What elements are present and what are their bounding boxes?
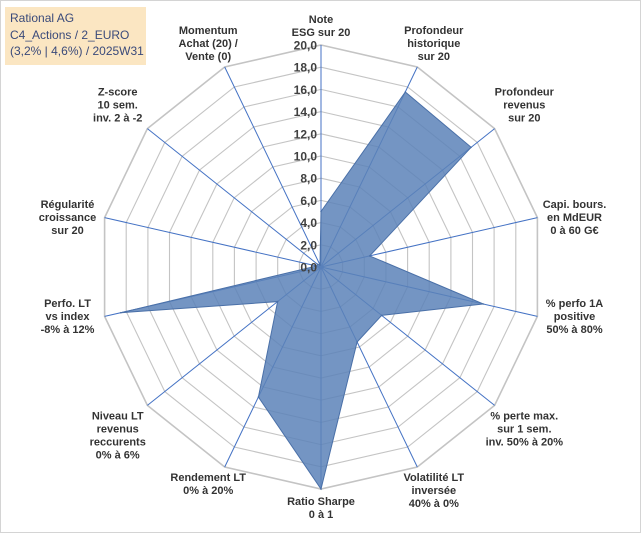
axis-label-13-line-0: Momentum	[179, 25, 238, 37]
axis-label-0-line-0: Note	[309, 14, 333, 26]
axis-label-3-line-0: Capi. bours.	[543, 199, 607, 211]
axis-label-0: Note ESG sur 20	[292, 14, 351, 39]
tick-label-3: 6,0	[300, 194, 317, 208]
axis-label-6-line-0: Volatilité LT	[403, 472, 464, 484]
tick-label-6: 12,0	[294, 127, 318, 141]
data-point-11	[315, 265, 318, 267]
axis-label-12: Z-score 10 sem. inv. 2 à -2	[93, 87, 142, 125]
data-point-8	[257, 396, 260, 398]
axis-label-11-line-2: sur 20	[51, 225, 83, 237]
data-point-2	[470, 146, 472, 149]
axis-label-12-line-0: Z-score	[98, 87, 138, 99]
axis-label-2-line-2: sur 20	[508, 113, 540, 125]
axis-label-3: Capi. bours. en MdEUR 0 à 60 G€	[543, 199, 607, 237]
axis-label-4-line-1: positive	[554, 311, 596, 323]
axis-label-7-line-0: Ratio Sharpe	[287, 496, 355, 508]
axis-label-11-line-1: croissance	[39, 212, 96, 224]
tick-label-7: 14,0	[294, 105, 318, 119]
axis-label-5-line-0: % perte max.	[490, 410, 558, 422]
axis-label-9: Niveau LT revenus reccurents 0% à 6%	[90, 410, 146, 461]
data-point-10	[120, 311, 122, 314]
axis-label-4-line-0: % perfo 1A	[546, 298, 604, 310]
axis-label-11-line-0: Régularité	[41, 199, 95, 211]
axis-label-1-line-1: historique	[407, 38, 460, 50]
data-point-5	[380, 314, 383, 317]
axis-label-5-line-1: sur 1 sem.	[497, 423, 551, 435]
axis-label-9-line-1: revenus	[97, 423, 139, 435]
data-point-13	[319, 264, 321, 266]
axis-label-7-line-1: 0 à 1	[309, 509, 333, 521]
tick-label-8: 16,0	[294, 83, 318, 97]
axis-label-10-line-2: -8% à 12%	[41, 324, 95, 336]
axis-label-10: Perfo. LT vs index -8% à 12%	[41, 298, 95, 336]
axis-label-13-line-2: Vente (0)	[185, 51, 231, 63]
axis-label-11: Régularité croissance sur 20	[39, 199, 96, 237]
axis-label-12-line-2: inv. 2 à -2	[93, 113, 142, 125]
axis-label-6: Volatilité LT inversée 40% à 0%	[403, 472, 464, 510]
tick-label-10: 20,0	[294, 39, 318, 53]
axis-label-4: % perfo 1A positive 50% à 80%	[546, 298, 604, 336]
axis-label-3-line-2: 0 à 60 G€	[550, 225, 598, 237]
tick-label-2: 4,0	[300, 216, 317, 230]
chart-title-line3: (3,2% | 4,6%) / 2025W31	[10, 44, 144, 58]
tick-label-4: 8,0	[300, 172, 317, 186]
tick-label-9: 18,0	[294, 61, 318, 75]
axis-label-8-line-1: 0% à 20%	[183, 485, 233, 497]
spoke-12	[147, 128, 322, 268]
data-point-6	[356, 341, 358, 343]
axis-label-9-line-2: reccurents	[90, 436, 146, 448]
axis-label-13-line-1: Achat (20) /	[179, 38, 238, 50]
spoke-13	[224, 66, 322, 268]
data-point-12	[316, 263, 319, 266]
axis-label-13: Momentum Achat (20) / Vente (0)	[179, 25, 238, 63]
axis-label-2: Profondeur revenus sur 20	[495, 87, 555, 125]
axis-label-12-line-1: 10 sem.	[98, 100, 138, 112]
chart-title-box: Rational AG C4_Actions / 2_EURO (3,2% | …	[5, 7, 146, 65]
data-point-0	[320, 210, 322, 213]
data-point-1	[404, 91, 407, 93]
data-point-4	[482, 303, 485, 305]
data-point-3	[368, 255, 371, 257]
axis-label-2-line-1: revenus	[503, 100, 545, 112]
axis-label-6-line-1: inversée	[411, 485, 456, 497]
data-point-7	[320, 488, 322, 490]
axis-label-10-line-0: Perfo. LT	[44, 298, 91, 310]
axis-label-1-line-0: Profondeur	[404, 25, 464, 37]
spoke-11	[104, 217, 322, 268]
tick-label-0: 0,0	[300, 261, 317, 275]
chart-title-line1: Rational AG	[10, 11, 75, 25]
chart-title-line2: C4_Actions / 2_EURO	[10, 27, 130, 42]
axis-label-8: Rendement LT 0% à 20%	[170, 472, 246, 497]
axis-label-6-line-2: 40% à 0%	[409, 498, 459, 510]
axis-label-9-line-0: Niveau LT	[92, 410, 144, 422]
tick-label-1: 2,0	[300, 238, 317, 252]
axis-label-5-line-2: inv. 50% à 20%	[486, 436, 564, 448]
axis-label-8-line-0: Rendement LT	[170, 472, 246, 484]
axis-label-9-line-3: 0% à 6%	[96, 449, 140, 461]
axis-label-7: Ratio Sharpe 0 à 1	[287, 496, 355, 521]
axis-label-4-line-2: 50% à 80%	[546, 324, 602, 336]
axis-label-0-line-1: ESG sur 20	[292, 27, 351, 39]
axis-label-1-line-2: sur 20	[418, 51, 450, 63]
axis-label-2-line-0: Profondeur	[495, 87, 555, 99]
data-point-9	[276, 300, 279, 303]
axis-label-1: Profondeur historique sur 20	[404, 25, 464, 63]
axis-label-5: % perte max. sur 1 sem. inv. 50% à 20%	[486, 410, 564, 448]
axis-label-3-line-1: en MdEUR	[547, 212, 602, 224]
axis-label-10-line-1: vs index	[45, 311, 90, 323]
tick-label-5: 10,0	[294, 150, 318, 164]
